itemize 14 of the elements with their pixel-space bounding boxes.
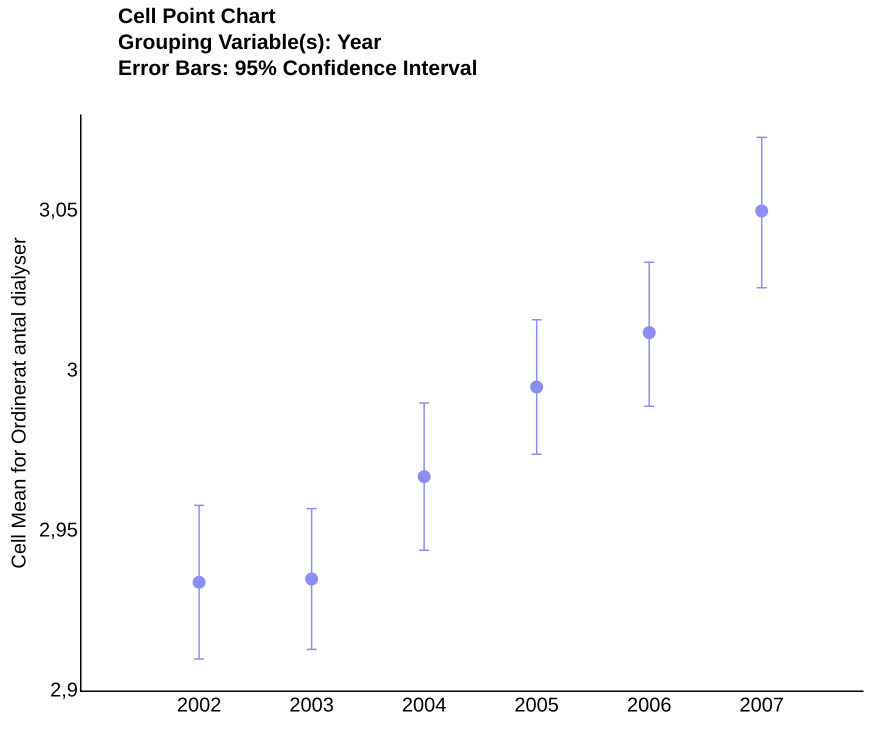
x-tick-label: 2006 — [626, 694, 672, 717]
y-axis-title: Cell Mean for Ordinerat antal dialyser — [8, 237, 31, 569]
y-tick-label: 2,9 — [50, 680, 78, 702]
text: Error Bars: 95% Confidence Interval — [118, 56, 478, 82]
x-tick-label: 2002 — [176, 694, 222, 717]
chart-title: Cell Point Chart — [118, 4, 277, 30]
x-tick-label: 2007 — [739, 694, 784, 717]
y-tick-label: 3 — [66, 360, 78, 382]
x-tick-label: 2005 — [514, 694, 559, 717]
x-tick-label: 2004 — [402, 694, 446, 717]
chart-subtitle: Grouping Variable(s): Year — [118, 30, 382, 56]
y-tick-label: 2,95 — [38, 520, 78, 542]
x-tick-label: 2003 — [289, 694, 334, 717]
y-tick-label: 3,05 — [38, 200, 78, 222]
